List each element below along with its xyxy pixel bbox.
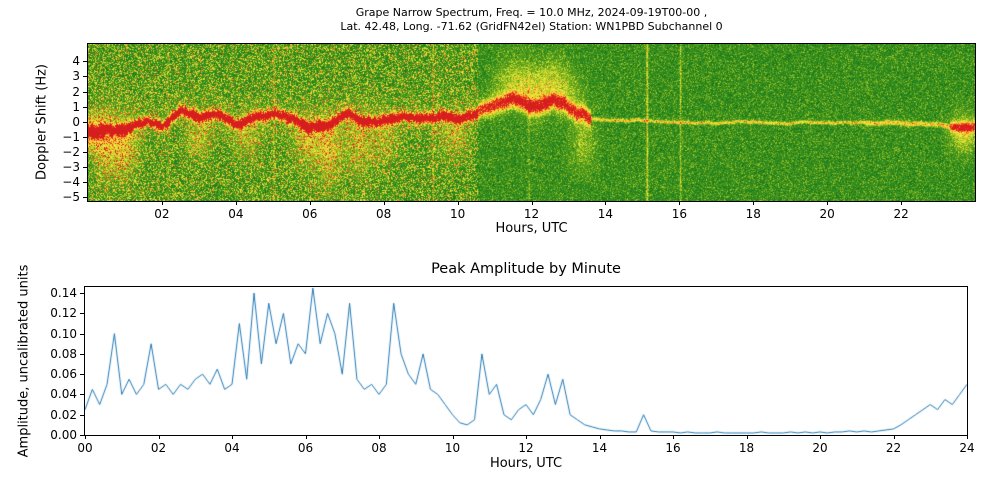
spectrogram-y-tick-mark (83, 136, 87, 138)
amplitude-y-tick-label: 0.04 (50, 387, 77, 402)
spectrogram-title-line1: Grape Narrow Spectrum, Freq. = 10.0 MHz,… (355, 6, 708, 19)
spectrogram-x-tick-mark (605, 201, 607, 205)
amplitude-y-tick-mark (80, 414, 84, 416)
amplitude-y-tick-mark (80, 293, 84, 295)
amplitude-x-tick-mark (232, 435, 233, 439)
amplitude-x-tick-label: 22 (885, 441, 902, 455)
spectrogram-y-tick-label: 0 (72, 114, 80, 129)
spectrogram-x-tick-mark (901, 201, 903, 205)
spectrogram-x-tick-mark (161, 201, 163, 205)
spectrogram-x-tick-mark (753, 201, 755, 205)
spectrogram-x-tick-label: 22 (893, 207, 909, 221)
amplitude-y-tick-mark (80, 435, 84, 436)
spectrogram-y-tick-label: −2 (62, 144, 80, 159)
amplitude-y-tick-label: 0.00 (50, 428, 77, 442)
spectrogram-x-tick-label: 14 (597, 207, 614, 221)
amplitude-y-tick-label: 0.14 (50, 286, 77, 301)
amplitude-title: Peak Amplitude by Minute (431, 261, 621, 277)
spectrogram-y-tick-mark (83, 61, 87, 63)
amplitude-x-tick-label: 10 (444, 441, 461, 455)
amplitude-x-tick-mark (158, 435, 160, 439)
spectrogram-ylabel: Doppler Shift (Hz) (34, 64, 50, 180)
spectrogram-y-tick-mark (83, 151, 87, 153)
spectrogram-y-tick-label: −5 (62, 190, 80, 205)
amplitude-x-tick-label: 02 (150, 441, 167, 455)
spectrogram-title: Grape Narrow Spectrum, Freq. = 10.0 MHz,… (88, 6, 975, 34)
spectrogram-y-tick-mark (83, 182, 87, 184)
spectrogram-x-tick-label: 04 (228, 207, 244, 221)
spectrogram-x-tick-label: 08 (376, 207, 392, 221)
amplitude-y-tick-mark (80, 313, 84, 315)
amplitude-y-tick-label: 0.02 (50, 407, 77, 422)
amplitude-y-tick-label: 0.12 (50, 306, 77, 321)
amplitude-x-tick-label: 14 (591, 441, 608, 455)
spectrogram-y-tick-mark (83, 106, 87, 108)
amplitude-x-tick-mark (452, 435, 454, 439)
amplitude-y-tick-label: 0.10 (50, 326, 77, 341)
amplitude-x-tick-mark (746, 435, 748, 439)
amplitude-y-tick-mark (80, 333, 84, 335)
amplitude-x-tick-label: 00 (77, 441, 93, 455)
spectrogram-y-tick-mark (83, 121, 87, 123)
spectrogram-y-tick-label: 1 (72, 99, 80, 114)
spectrogram-x-tick-mark (235, 201, 237, 205)
amplitude-x-tick-label: 12 (518, 441, 534, 455)
amplitude-x-tick-mark (599, 435, 601, 439)
amplitude-x-tick-mark (893, 435, 895, 439)
amplitude-y-tick-mark (80, 353, 84, 355)
amplitude-x-tick-label: 24 (959, 441, 975, 455)
spectrogram-x-tick-label: 20 (819, 207, 835, 221)
amplitude-ylabel: Amplitude, uncalibrated units (16, 264, 32, 458)
spectrogram-y-tick-label: 2 (72, 84, 80, 99)
amplitude-x-tick-mark (967, 435, 968, 439)
spectrogram-x-tick-mark (531, 201, 533, 205)
spectrogram-x-tick-label: 06 (302, 207, 318, 221)
spectrogram-y-tick-label: 4 (72, 54, 80, 69)
spectrogram-x-tick-mark (679, 201, 681, 205)
amplitude-y-tick-label: 0.06 (50, 367, 77, 382)
spectrogram-x-tick-label: 10 (449, 207, 466, 221)
spectrogram-x-tick-mark (309, 201, 311, 205)
amplitude-y-tick-label: 0.08 (50, 346, 77, 361)
amplitude-x-tick-mark (820, 435, 821, 439)
spectrogram-x-tick-label: 12 (523, 207, 540, 221)
spectrogram-x-tick-label: 02 (154, 207, 170, 221)
amplitude-y-tick-mark (80, 374, 84, 376)
spectrogram-y-tick-mark (83, 197, 87, 199)
spectrogram-title-line2: Lat. 42.48, Long. -71.62 (GridFN42el) St… (340, 20, 723, 33)
amplitude-line-chart (85, 287, 967, 435)
spectrogram-y-tick-label: −4 (62, 175, 80, 190)
spectrogram-x-tick-label: 18 (745, 207, 761, 221)
amplitude-x-tick-label: 20 (812, 441, 828, 455)
amplitude-x-tick-label: 04 (224, 441, 240, 455)
amplitude-x-tick-label: 08 (371, 441, 387, 455)
spectrogram-y-tick-mark (83, 76, 87, 78)
amplitude-x-tick-label: 18 (738, 441, 755, 455)
amplitude-x-tick-mark (85, 435, 86, 439)
spectrogram-xlabel: Hours, UTC (495, 221, 568, 236)
amplitude-x-tick-mark (526, 435, 527, 439)
spectrogram-x-tick-mark (457, 201, 459, 205)
amplitude-x-tick-mark (673, 435, 674, 439)
amplitude-x-tick-label: 06 (297, 441, 314, 455)
spectrogram-x-tick-mark (383, 201, 385, 205)
amplitude-y-tick-mark (80, 394, 84, 396)
spectrogram-y-tick-label: −1 (62, 129, 80, 144)
spectrogram-y-tick-label: −3 (62, 160, 80, 175)
amplitude-x-tick-mark (379, 435, 380, 439)
spectrogram-x-tick-label: 16 (671, 207, 687, 221)
amplitude-x-tick-mark (305, 435, 307, 439)
spectrogram-y-tick-label: 3 (72, 69, 80, 84)
amplitude-xlabel: Hours, UTC (489, 456, 563, 471)
spectrogram-heatmap (88, 44, 975, 201)
spectrogram-y-tick-mark (83, 167, 87, 169)
amplitude-x-tick-label: 16 (665, 441, 681, 455)
spectrogram-x-tick-mark (827, 201, 829, 205)
spectrogram-y-tick-mark (83, 91, 87, 93)
